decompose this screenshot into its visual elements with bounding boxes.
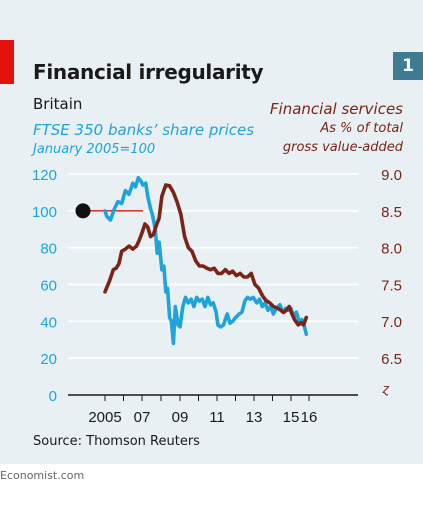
chart-panel bbox=[0, 0, 423, 464]
right-series-subtitle-1: As % of total bbox=[320, 121, 403, 136]
credit-note: Economist.com bbox=[0, 469, 85, 482]
right-tick-label: 8.5 bbox=[381, 204, 402, 221]
axis-break-icon: ɀ bbox=[382, 381, 390, 396]
right-tick-label: 8.0 bbox=[381, 241, 402, 258]
x-tick-label: 15 bbox=[283, 409, 300, 426]
series-line-ftse-banks bbox=[103, 175, 309, 346]
right-tick-label: 6.5 bbox=[381, 351, 402, 368]
series-line-financial-services bbox=[103, 183, 309, 327]
chart-number-badge: 1 bbox=[393, 52, 423, 80]
x-tick-label: 2005 bbox=[88, 409, 121, 426]
right-tick-label: 7.0 bbox=[381, 314, 402, 331]
right-tick-label: 7.5 bbox=[381, 277, 402, 294]
left-tick-label: 40 bbox=[40, 314, 57, 331]
left-tick-label: 60 bbox=[40, 278, 57, 295]
right-series-title: Financial services bbox=[269, 100, 403, 118]
red-tag-decoration bbox=[0, 40, 14, 84]
left-tick-label: 20 bbox=[40, 351, 57, 368]
chart-title: Financial irregularity bbox=[33, 60, 264, 84]
left-tick-label: 120 bbox=[32, 167, 57, 184]
x-tick-label: 13 bbox=[246, 409, 263, 426]
line-chart: 0 20 40 60 80 100 120 6.5 7.0 7.5 8.0 8.5 9.0 ɀ 2005 07… bbox=[32, 167, 402, 426]
chart-subtitle: Britain bbox=[33, 95, 83, 113]
reference-marker bbox=[75, 203, 91, 219]
left-series-title: FTSE 350 banks’ share prices bbox=[33, 121, 255, 139]
left-tick-label: 0 bbox=[49, 388, 57, 405]
right-tick-label: 9.0 bbox=[381, 167, 402, 184]
x-tick-label: 16 bbox=[301, 409, 318, 426]
x-tick-label: 09 bbox=[172, 409, 189, 426]
source-note: Source: Thomson Reuters bbox=[33, 434, 200, 449]
x-tick-label: 11 bbox=[209, 409, 225, 426]
right-series-subtitle-2: gross value-added bbox=[282, 140, 403, 155]
x-tick-label: 07 bbox=[134, 409, 151, 426]
left-series-subtitle: January 2005=100 bbox=[33, 142, 156, 157]
left-tick-label: 100 bbox=[32, 204, 57, 221]
left-tick-label: 80 bbox=[40, 241, 57, 258]
